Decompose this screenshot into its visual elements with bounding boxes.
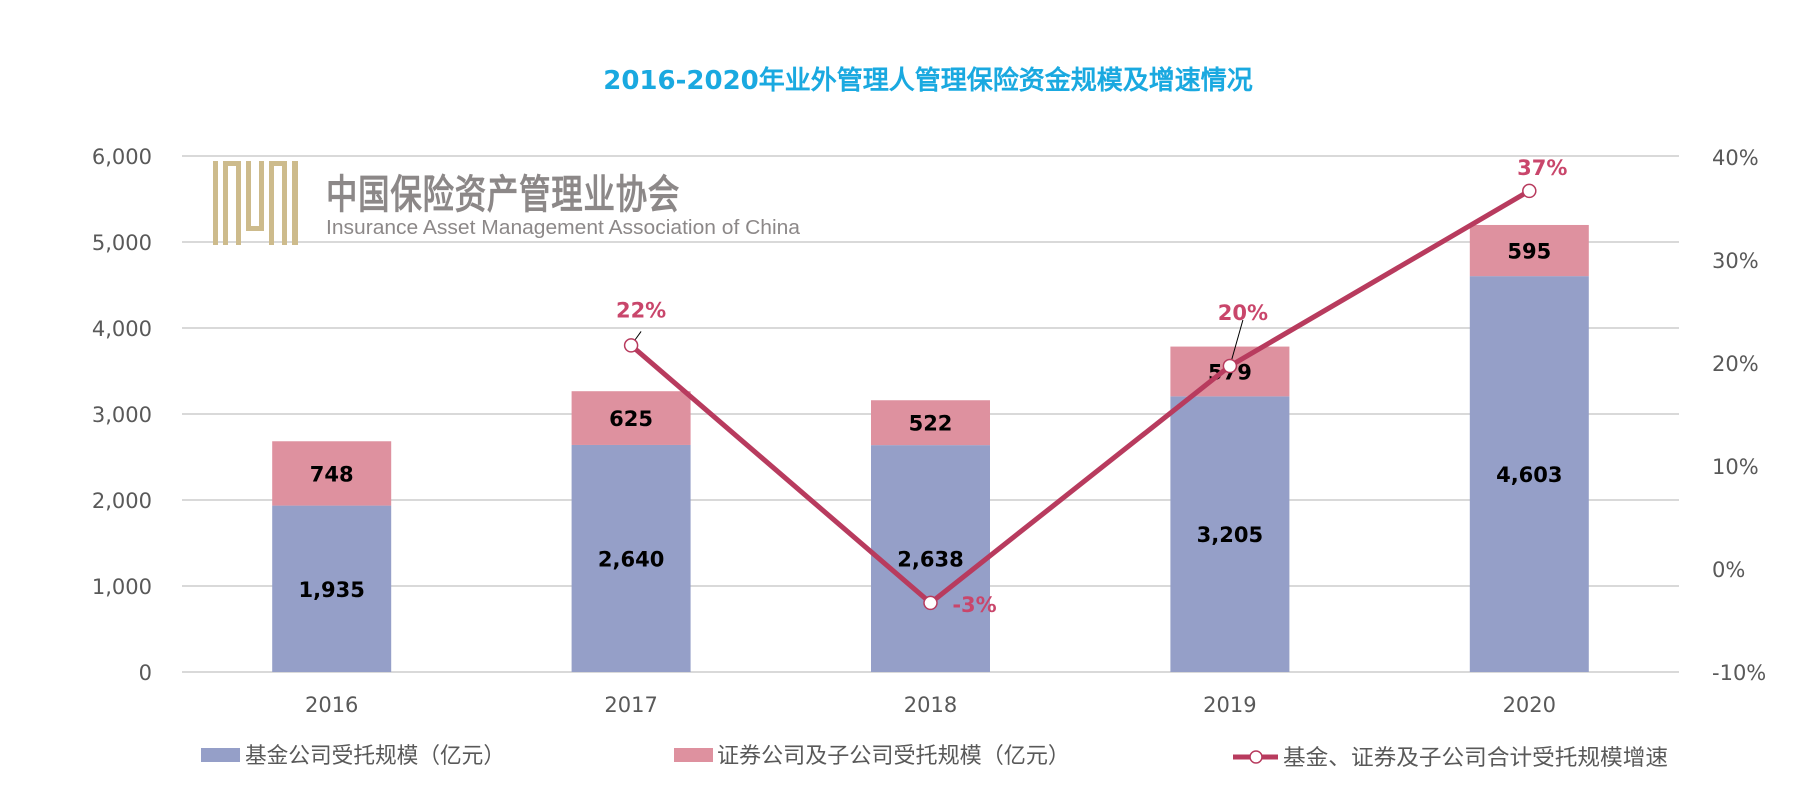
y-left-tick-label: 0 [139, 661, 152, 685]
x-tick-label: 2019 [1203, 693, 1256, 717]
bar-fund [272, 505, 392, 672]
legend-swatch-fund [201, 748, 240, 762]
data-label-fund: 3,205 [1197, 523, 1263, 547]
chart-title: 2016-2020年业外管理人管理保险资金规模及增速情况 [603, 65, 1253, 96]
bar-securities [871, 400, 990, 446]
bar-fund [871, 445, 990, 672]
data-label-securities: 748 [310, 462, 354, 486]
data-label-securities: 625 [609, 407, 653, 431]
legend: 基金公司受托规模（亿元） 证券公司及子公司受托规模（亿元） 基金、证券及子公司合… [201, 744, 1668, 771]
y-right-tick-label: 30% [1712, 249, 1759, 273]
y-left-tick-label: 3,000 [92, 403, 152, 427]
watermark-name-en: Insurance Asset Management Association o… [326, 217, 801, 239]
data-label-securities: 522 [909, 412, 953, 436]
legend-label-growth: 基金、证券及子公司合计受托规模增速 [1283, 746, 1668, 771]
legend-item-securities[interactable]: 证券公司及子公司受托规模（亿元） [674, 744, 1070, 769]
growth-marker [923, 595, 938, 611]
data-label-growth: 20% [1218, 301, 1268, 325]
data-label-securities: 595 [1507, 240, 1551, 264]
y-right-tick-label: -10% [1712, 661, 1766, 685]
bar-securities [272, 441, 392, 506]
data-label-fund: 2,638 [897, 548, 963, 572]
y-left-tick-label: 5,000 [92, 231, 152, 255]
y-right-tick-label: 20% [1712, 352, 1759, 376]
y-left-tick-label: 2,000 [92, 489, 152, 513]
watermark-logo: 中国保险资产管理业协会 Insurance Asset Management A… [213, 161, 801, 245]
x-tick-label: 2020 [1503, 693, 1556, 717]
y-right-tick-label: 10% [1712, 455, 1759, 479]
legend-swatch-securities [674, 748, 713, 762]
growth-marker [623, 338, 639, 353]
growth-line-path [629, 188, 1531, 606]
growth-marker [1522, 183, 1537, 199]
y-left-tick-label: 4,000 [92, 317, 152, 341]
bar-securities [1469, 224, 1589, 277]
legend-item-growth[interactable]: 基金、证券及子公司合计受托规模增速 [1233, 746, 1668, 771]
bar-securities [571, 391, 691, 445]
iamac-logo-mark [213, 161, 298, 245]
y-right-tick-label: 0% [1712, 558, 1745, 582]
x-tick-label: 2017 [604, 693, 657, 717]
axes: 0 1,000 2,000 3,000 4,000 5,000 6,000 -10% 0% 10%… [92, 145, 1766, 717]
data-label-growth: 22% [616, 298, 666, 322]
x-tick-label: 2018 [904, 693, 957, 717]
data-label-leader [1229, 319, 1244, 367]
data-label-growth: 37% [1517, 156, 1567, 180]
bar-fund [1469, 276, 1589, 672]
growth-marker [1222, 358, 1238, 374]
data-label-fund: 4,603 [1496, 463, 1562, 487]
y-left-tick-label: 1,000 [92, 575, 152, 599]
data-label-fund: 2,640 [598, 547, 664, 571]
bar-fund [1170, 396, 1290, 672]
data-label-growth: -3% [952, 593, 996, 617]
legend-label-securities: 证券公司及子公司受托规模（亿元） [717, 744, 1070, 769]
watermark-name-cn: 中国保险资产管理业协会 [326, 172, 680, 218]
legend-label-fund: 基金公司受托规模（亿元） [245, 744, 505, 769]
legend-swatch-growth-marker [1249, 750, 1263, 764]
growth-line: 22% -3% 20% 37% [616, 156, 1567, 617]
bar-fund [571, 444, 691, 672]
y-right-tick-label: 40% [1712, 146, 1759, 170]
data-label-fund: 1,935 [298, 578, 364, 602]
legend-item-fund[interactable]: 基金公司受托规模（亿元） [201, 744, 505, 769]
x-tick-label: 2016 [305, 693, 358, 717]
y-left-tick-label: 6,000 [92, 145, 152, 169]
